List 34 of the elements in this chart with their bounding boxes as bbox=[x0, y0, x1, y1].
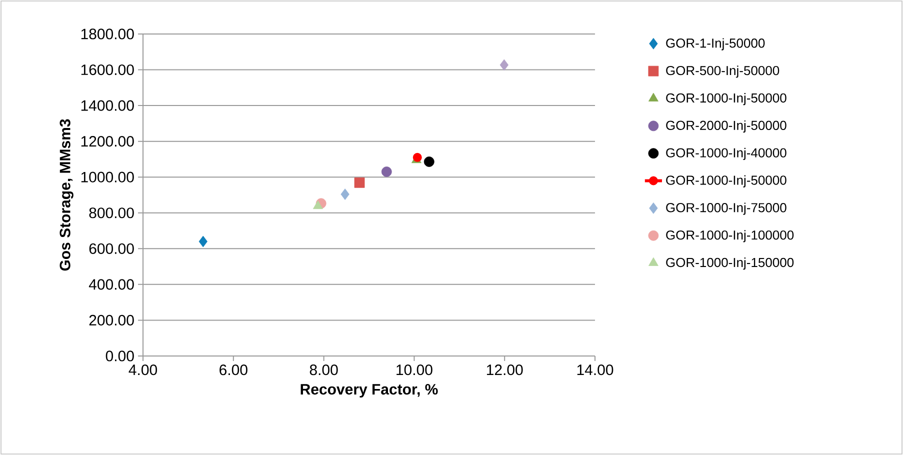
point bbox=[500, 59, 508, 71]
y-tick-label: 1400.00 bbox=[81, 100, 134, 111]
y-tick-label: 1600.00 bbox=[81, 64, 134, 76]
legend-label: GOR-1000-Inj-150000 bbox=[666, 258, 794, 270]
x-tick-label: 14.00 bbox=[577, 364, 614, 376]
x-tick-label: 6.00 bbox=[220, 364, 248, 376]
y-tick-label: 800.00 bbox=[89, 208, 134, 218]
y-tick-label: 1000.00 bbox=[81, 172, 134, 182]
legend-label: GOR-1000-Inj-50000 bbox=[666, 175, 786, 188]
legend-label: GOR-1-Inj-50000 bbox=[666, 38, 765, 50]
legend-label: GOR-1000-Inj-100000 bbox=[666, 230, 794, 242]
y-tick-label: 1800.00 bbox=[81, 28, 134, 40]
point bbox=[198, 236, 208, 248]
point bbox=[424, 156, 434, 167]
y-tick-label: 1200.00 bbox=[81, 136, 134, 147]
y-tick-label: 200.00 bbox=[89, 314, 134, 326]
x-tick-label: 12.00 bbox=[486, 364, 523, 376]
y-axis-title: Gos Storage, MMsm3 bbox=[60, 119, 74, 271]
legend-label: GOR-1000-Inj-40000 bbox=[666, 148, 786, 160]
y-tick-label: 0.00 bbox=[106, 350, 134, 362]
x-axis-title: Recovery Factor, % bbox=[300, 384, 438, 398]
x-tick-label: 8.00 bbox=[310, 364, 338, 376]
x-tick-label: 4.00 bbox=[128, 364, 158, 376]
legend-label: GOR-2000-Inj-50000 bbox=[666, 120, 786, 133]
legend-label: GOR-1000-Inj-50000 bbox=[666, 93, 786, 106]
point bbox=[312, 200, 323, 210]
x-tick-label: 10.00 bbox=[396, 364, 432, 376]
point bbox=[340, 188, 350, 200]
legend-label: GOR-500-Inj-50000 bbox=[666, 66, 780, 78]
point bbox=[354, 177, 365, 188]
legend-label: GOR-1000-Inj-75000 bbox=[666, 202, 786, 215]
point bbox=[381, 166, 392, 177]
y-tick-label: 400.00 bbox=[88, 279, 134, 290]
y-tick-label: 600.00 bbox=[89, 243, 134, 254]
